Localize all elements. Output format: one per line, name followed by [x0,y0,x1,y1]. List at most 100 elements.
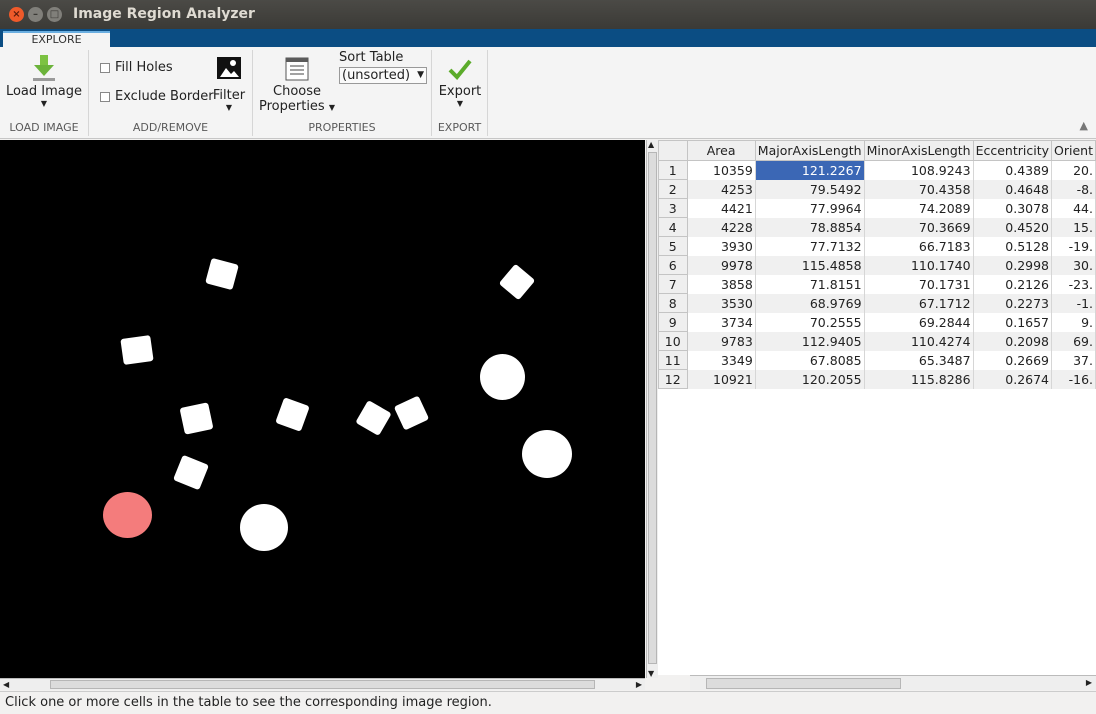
table-cell[interactable]: -19. [1051,236,1096,256]
table-cell[interactable]: 9783 [687,331,756,351]
column-header[interactable]: Eccentricity [972,140,1053,161]
table-cell[interactable]: 4253 [687,179,756,199]
table-cell[interactable]: 9. [1051,312,1096,332]
table-cell[interactable]: -16. [1051,369,1096,389]
collapse-toolstrip-icon[interactable]: ▲ [1079,119,1088,132]
table-row[interactable]: 12 10921 120.2055 115.8286 0.2674 -16. [658,369,1096,389]
table-cell[interactable]: 77.7132 [755,236,865,256]
table-horizontal-scrollbar[interactable]: ▶ [690,675,1096,690]
choose-properties-button[interactable]: Choose Properties ▼ [257,56,337,115]
table-cell[interactable]: 0.2126 [973,274,1053,294]
row-header[interactable]: 1 [658,160,688,180]
table-cell[interactable]: 112.9405 [755,331,865,351]
table-cell[interactable]: 0.2098 [973,331,1053,351]
table-row[interactable]: 3 4421 77.9964 74.2089 0.3078 44. [658,198,1096,218]
scroll-thumb[interactable] [648,152,657,664]
table-cell[interactable]: 67.8085 [755,350,865,370]
minimize-window-button[interactable]: – [28,7,43,22]
image-horizontal-scrollbar[interactable]: ◀ ▶ [0,678,645,690]
row-header[interactable]: 4 [658,217,688,237]
table-row[interactable]: 9 3734 70.2555 69.2844 0.1657 9. [658,312,1096,332]
table-cell[interactable]: 0.3078 [973,198,1053,218]
column-header[interactable]: MinorAxisLength [863,140,974,161]
table-cell[interactable]: 4228 [687,217,756,237]
table-row[interactable]: 7 3858 71.8151 70.1731 0.2126 -23. [658,274,1096,294]
close-window-button[interactable]: × [9,7,24,22]
table-cell[interactable]: 66.7183 [864,236,974,256]
image-display[interactable] [0,140,645,678]
table-cell[interactable]: 120.2055 [755,369,865,389]
table-cell[interactable]: 0.5128 [973,236,1053,256]
filter-button[interactable]: Filter ▼ [211,56,247,113]
table-cell[interactable]: 70.1731 [864,274,974,294]
table-cell[interactable]: 0.2674 [973,369,1053,389]
table-cell[interactable]: 15. [1051,217,1096,237]
scroll-thumb[interactable] [706,678,901,689]
table-cell[interactable]: 110.1740 [864,255,974,275]
table-cell[interactable]: 30. [1051,255,1096,275]
table-cell[interactable]: -1. [1051,293,1096,313]
row-header[interactable]: 6 [658,255,688,275]
table-row[interactable]: 4 4228 78.8854 70.3669 0.4520 15. [658,217,1096,237]
table-row[interactable]: 5 3930 77.7132 66.7183 0.5128 -19. [658,236,1096,256]
region-properties-table[interactable]: Area MajorAxisLength MinorAxisLength Ecc… [658,140,1096,675]
table-cell[interactable]: 44. [1051,198,1096,218]
table-cell[interactable]: 71.8151 [755,274,865,294]
export-button[interactable]: Export ▼ [436,56,484,109]
table-cell[interactable]: 77.9964 [755,198,865,218]
column-header[interactable]: Area [686,140,756,161]
table-cell[interactable]: 0.2669 [973,350,1053,370]
table-cell[interactable]: 67.1712 [864,293,974,313]
table-cell[interactable]: 3530 [687,293,756,313]
table-cell[interactable]: 3734 [687,312,756,332]
scroll-up-icon[interactable]: ▲ [648,140,655,149]
column-header[interactable]: MajorAxisLength [754,140,865,161]
tab-explore[interactable]: EXPLORE [3,31,110,47]
scroll-right-icon[interactable]: ▶ [1085,678,1092,687]
fill-holes-checkbox[interactable]: Fill Holes [100,60,173,75]
table-cell[interactable]: 37. [1051,350,1096,370]
table-cell[interactable]: 9978 [687,255,756,275]
table-cell[interactable]: 115.4858 [755,255,865,275]
image-vertical-scrollbar[interactable]: ▲ ▼ [646,140,658,678]
row-header[interactable]: 11 [658,350,688,370]
table-cell[interactable]: 0.1657 [973,312,1053,332]
table-cell[interactable]: 3858 [687,274,756,294]
table-cell[interactable]: 0.2273 [973,293,1053,313]
table-cell[interactable]: 3349 [687,350,756,370]
row-header[interactable]: 9 [658,312,688,332]
row-header[interactable]: 8 [658,293,688,313]
scroll-right-icon[interactable]: ▶ [635,680,642,689]
row-header[interactable]: 3 [658,198,688,218]
table-cell[interactable]: 3930 [687,236,756,256]
table-cell[interactable]: 78.8854 [755,217,865,237]
table-cell[interactable]: 0.4648 [973,179,1053,199]
table-cell[interactable]: 79.5492 [755,179,865,199]
table-cell[interactable]: -8. [1051,179,1096,199]
table-cell[interactable]: 69.2844 [864,312,974,332]
table-cell[interactable]: 110.4274 [864,331,974,351]
table-row[interactable]: 2 4253 79.5492 70.4358 0.4648 -8. [658,179,1096,199]
exclude-border-checkbox[interactable]: Exclude Border [100,89,214,104]
table-cell[interactable]: 65.3487 [864,350,974,370]
table-cell[interactable]: 108.9243 [864,160,974,180]
row-header[interactable]: 7 [658,274,688,294]
row-header[interactable]: 5 [658,236,688,256]
scroll-thumb[interactable] [50,680,595,689]
load-image-button[interactable]: Load Image ▼ [4,54,84,109]
table-cell[interactable]: 121.2267 [755,160,865,180]
table-row[interactable]: 8 3530 68.9769 67.1712 0.2273 -1. [658,293,1096,313]
table-row[interactable]: 1 10359 121.2267 108.9243 0.4389 20. [658,160,1096,180]
table-cell[interactable]: 10921 [687,369,756,389]
table-row[interactable]: 6 9978 115.4858 110.1740 0.2998 30. [658,255,1096,275]
maximize-window-button[interactable]: □ [47,7,62,22]
table-cell[interactable]: 0.4389 [973,160,1053,180]
table-cell[interactable]: 10359 [687,160,756,180]
table-cell[interactable]: -23. [1051,274,1096,294]
row-header[interactable]: 12 [658,369,688,389]
table-row[interactable]: 10 9783 112.9405 110.4274 0.2098 69. [658,331,1096,351]
table-cell[interactable]: 69. [1051,331,1096,351]
table-cell[interactable]: 70.3669 [864,217,974,237]
checkbox-box[interactable] [100,91,110,102]
sort-table-dropdown[interactable]: (unsorted) ▼ [339,67,427,84]
